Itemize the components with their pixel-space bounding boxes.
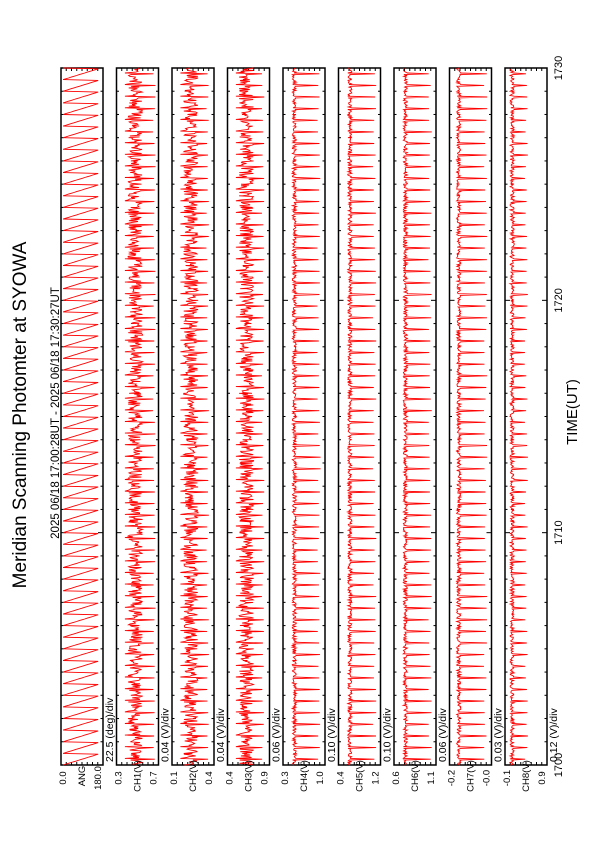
panel-frame (393, 67, 437, 766)
series-trace-7 (401, 67, 432, 766)
y-axis-label: CH1(V) (133, 760, 144, 792)
x-tick-label: 1720 (553, 288, 565, 312)
series-trace-8 (455, 67, 488, 766)
panel-3: 0.1 CH2(V) 0.40.04 (V)/div (169, 67, 227, 792)
x-tick-label: 1700 (553, 753, 565, 777)
series-trace-6 (346, 67, 377, 766)
x-tick-labels: 1700 1710 1720 1730 (553, 56, 565, 777)
panel-scale: 0.03 (V)/div (493, 708, 505, 762)
series-trace-1 (62, 67, 99, 766)
y-tick-label-high: -0.0 (482, 770, 493, 786)
y-tick-label-high: 0.9 (260, 771, 271, 784)
panel-scale: 22.5 (deg)/div (104, 697, 116, 762)
panel-7: 0.6 CH6(V) 1.10.06 (V)/div (391, 67, 449, 792)
y-tick-label-low: -0.1 (502, 770, 513, 786)
panel-8: -0.2 CH7(V) -0.00.03 (V)/div (447, 67, 505, 792)
panel-1: 0.0 ANG 180.022.5 (deg)/div (58, 67, 116, 790)
panel-scale: 0.04 (V)/div (160, 708, 172, 762)
y-tick-label-high: 180.0 (93, 766, 104, 790)
y-tick-label-high: 1.2 (371, 771, 382, 784)
y-tick-label-high: 0.4 (204, 771, 215, 784)
y-axis-label: CH7(V) (466, 760, 477, 792)
series-trace-9 (508, 67, 529, 766)
y-axis-label: CH5(V) (355, 760, 366, 792)
y-tick-label-high: 0.7 (149, 771, 160, 784)
x-tick-label: 1710 (553, 520, 565, 544)
series-trace-2 (124, 67, 156, 766)
series-trace-3 (180, 67, 209, 766)
panel-frame (282, 67, 326, 766)
y-tick-label-low: 0.3 (280, 771, 291, 784)
y-axis-label: CH3(V) (244, 760, 255, 792)
y-tick-label-low: 0.4 (225, 771, 236, 784)
series-trace-5 (290, 67, 321, 766)
y-tick-label-low: 0.0 (58, 771, 69, 784)
x-axis-label: TIME(UT) (564, 379, 581, 445)
y-axis-label: CH8(V) (521, 760, 532, 792)
y-axis-label: CH2(V) (188, 760, 199, 792)
y-tick-label-low: -0.2 (447, 770, 458, 786)
y-tick-label-high: 1.0 (315, 771, 326, 784)
panel-scale: 0.06 (V)/div (437, 708, 449, 762)
chart-title: Meridian Scanning Photomter at SYOWA (10, 241, 31, 588)
panel-scale: 0.06 (V)/div (271, 708, 283, 762)
y-axis-label: ANG (77, 766, 88, 787)
panel-scale: 0.10 (V)/div (382, 708, 394, 762)
panel-9: -0.1 CH8(V) 0.90.12 (V)/div (502, 67, 560, 792)
y-tick-label-low: 0.1 (169, 771, 180, 784)
y-tick-label-high: 0.9 (537, 771, 548, 784)
y-axis-label: CH4(V) (299, 760, 310, 792)
y-tick-label-low: 0.6 (391, 771, 402, 784)
y-tick-label-low: 0.3 (114, 771, 125, 784)
y-tick-label-low: 0.4 (336, 771, 347, 784)
panel-scale: 0.04 (V)/div (215, 708, 227, 762)
y-tick-label-high: 1.1 (426, 771, 437, 784)
panel-5: 0.3 CH4(V) 1.00.10 (V)/div (280, 67, 338, 792)
panel-6: 0.4 CH5(V) 1.20.10 (V)/div (336, 67, 394, 792)
panel-frame (337, 67, 382, 766)
panel-scale: 0.10 (V)/div (326, 708, 338, 762)
panel-4: 0.4 CH3(V) 0.90.06 (V)/div (225, 67, 283, 792)
y-axis-label: CH6(V) (410, 760, 421, 792)
series-trace-4 (235, 67, 265, 766)
x-tick-label: 1730 (553, 56, 565, 80)
panel-scale: 0.12 (V)/div (548, 708, 560, 762)
panel-frame (448, 67, 493, 766)
time-range: 2025 06/18 17:00:28UT - 2025 06/18 17:30… (50, 287, 62, 539)
panel-2: 0.3 CH1(V) 0.70.04 (V)/div (114, 67, 172, 792)
